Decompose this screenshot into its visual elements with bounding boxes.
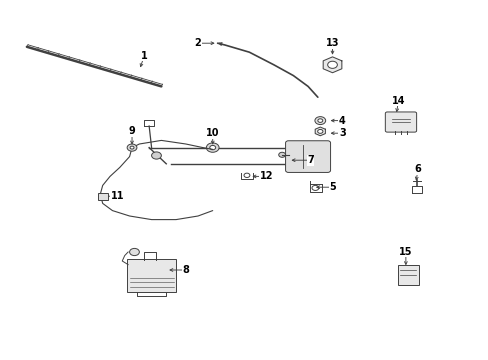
FancyBboxPatch shape (385, 112, 416, 132)
Polygon shape (315, 127, 325, 136)
Text: 14: 14 (391, 96, 405, 106)
Circle shape (317, 119, 322, 122)
Circle shape (208, 144, 217, 151)
Circle shape (311, 185, 318, 190)
Circle shape (317, 130, 322, 133)
Text: 10: 10 (205, 128, 219, 138)
Circle shape (151, 152, 161, 159)
Circle shape (327, 61, 337, 68)
Bar (397, 265, 418, 285)
Circle shape (206, 143, 219, 152)
Text: 2: 2 (194, 38, 201, 48)
Text: 1: 1 (141, 51, 147, 61)
Circle shape (127, 144, 137, 151)
Text: 12: 12 (259, 171, 273, 181)
Text: 11: 11 (110, 191, 124, 201)
FancyBboxPatch shape (285, 141, 330, 172)
Circle shape (244, 173, 249, 177)
Text: 6: 6 (414, 164, 421, 174)
Text: 5: 5 (328, 182, 335, 192)
Polygon shape (323, 57, 341, 73)
Text: 3: 3 (338, 128, 345, 138)
Circle shape (278, 152, 285, 157)
Text: 7: 7 (306, 155, 313, 165)
Text: 4: 4 (338, 116, 345, 126)
Text: 13: 13 (325, 38, 339, 48)
Circle shape (129, 248, 139, 256)
Text: 9: 9 (128, 126, 135, 136)
Text: 15: 15 (398, 247, 412, 257)
Text: 8: 8 (182, 265, 189, 275)
Circle shape (308, 161, 317, 167)
Circle shape (314, 117, 325, 125)
FancyBboxPatch shape (127, 259, 176, 292)
Circle shape (130, 146, 134, 149)
Bar (98, 193, 107, 200)
Circle shape (209, 145, 215, 150)
